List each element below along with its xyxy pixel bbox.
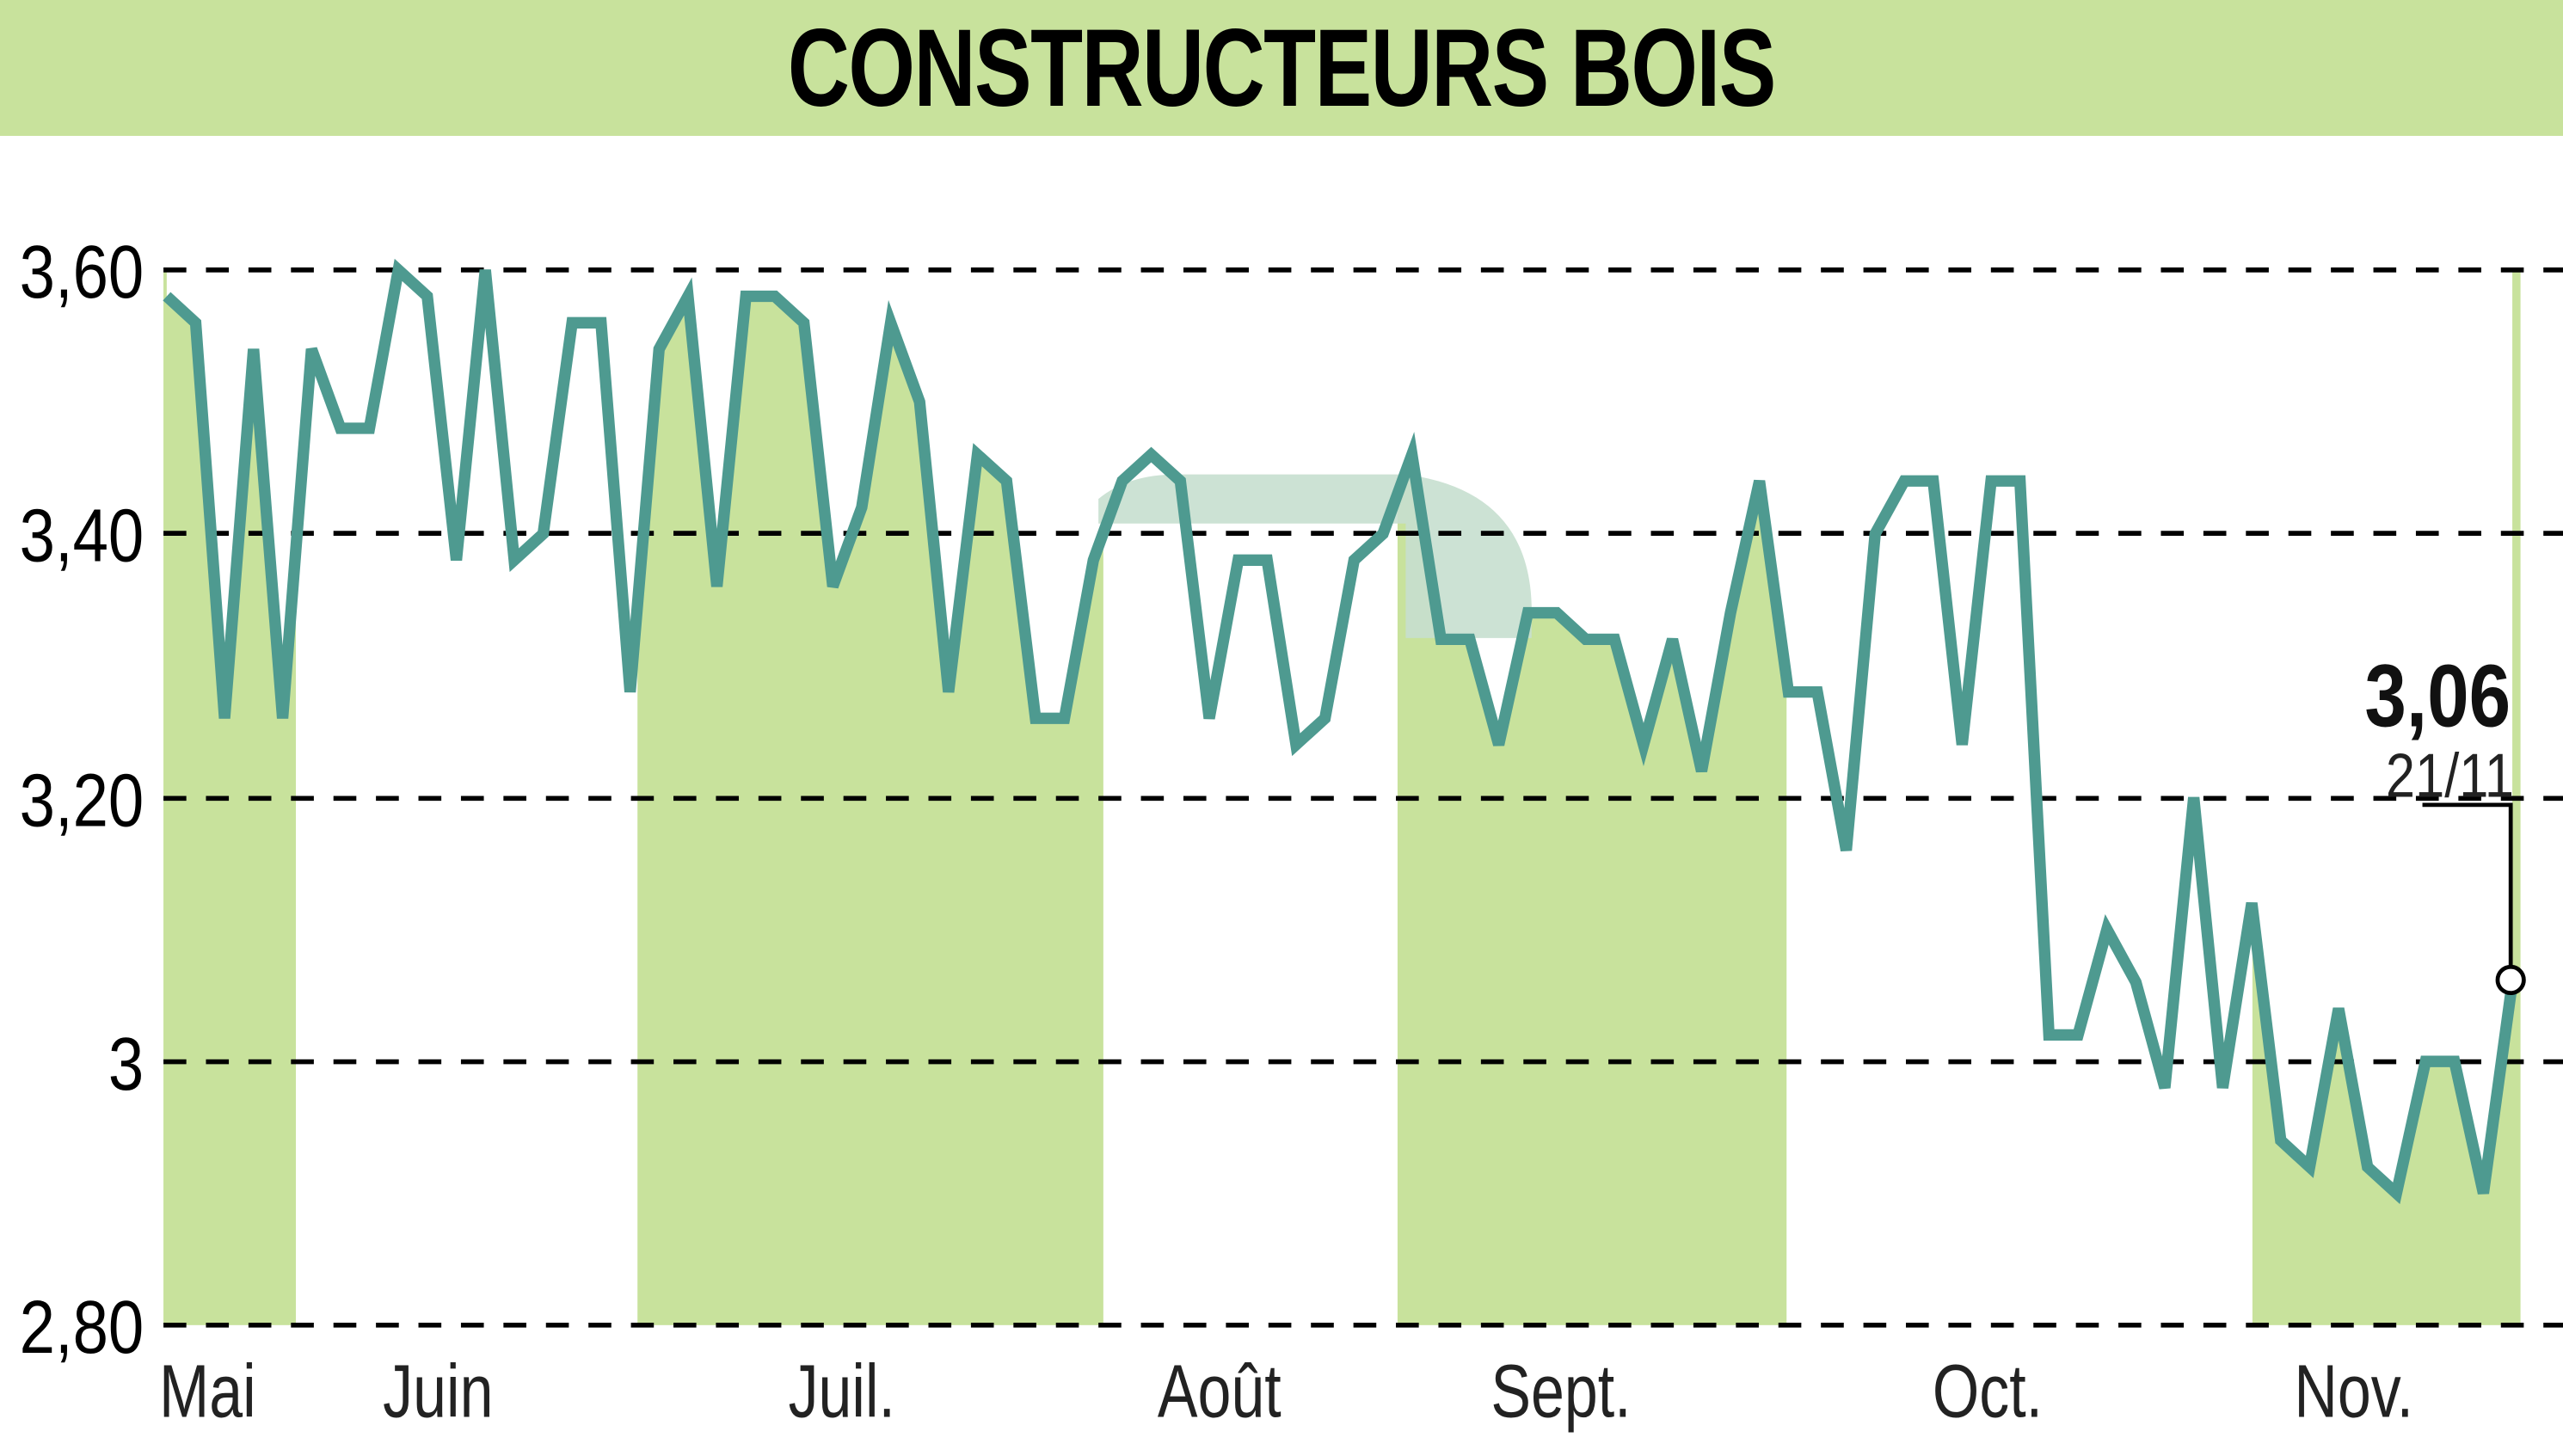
xtick-label: Juil.: [789, 1348, 895, 1433]
last-value-annotation: 3,06 21/11: [2364, 648, 2526, 996]
xtick-label: Mai: [159, 1348, 256, 1433]
price-line: [163, 258, 2518, 1205]
last-value-label: 3,06: [2364, 648, 2511, 746]
callout-leader: [2422, 802, 2513, 968]
ytick-label: 2,80: [20, 1287, 144, 1370]
chart-title: CONSTRUCTEURS BOIS: [788, 6, 1776, 130]
ytick-label: 3,60: [20, 231, 144, 315]
xtick-label: Juin: [383, 1348, 493, 1433]
xtick-label: Oct.: [1933, 1348, 2043, 1433]
x-axis-labels: Mai Juin Juil. Août Sept. Oct. Nov.: [159, 1348, 2413, 1433]
title-bar: CONSTRUCTEURS BOIS: [0, 0, 2563, 136]
xtick-label: Août: [1158, 1348, 1282, 1433]
ytick-label: 3,20: [20, 759, 144, 843]
ytick-label: 3: [108, 1023, 144, 1106]
xtick-label: Nov.: [2294, 1348, 2413, 1433]
y-axis-labels: 3,60 3,40 3,20 3 2,80: [20, 231, 144, 1370]
last-date-label: 21/11: [2386, 741, 2514, 811]
last-point-marker: [2495, 964, 2526, 996]
xtick-label: Sept.: [1490, 1348, 1631, 1433]
ytick-label: 3,40: [20, 495, 144, 578]
